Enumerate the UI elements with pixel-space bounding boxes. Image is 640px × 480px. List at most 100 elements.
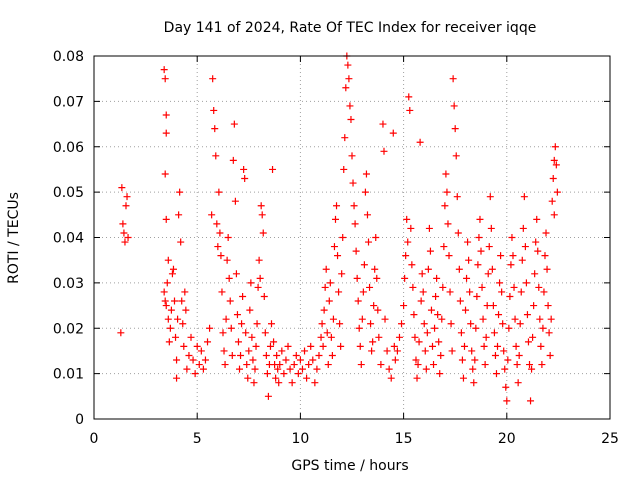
- data-point: [411, 333, 419, 341]
- data-point: [166, 324, 174, 332]
- data-point: [357, 361, 365, 369]
- data-point: [540, 288, 548, 296]
- data-point: [502, 383, 510, 391]
- data-point: [467, 320, 475, 328]
- data-point: [508, 234, 516, 241]
- data-point: [329, 315, 337, 323]
- data-point: [221, 361, 229, 369]
- data-point: [276, 361, 284, 369]
- data-point: [120, 229, 128, 237]
- data-point: [301, 347, 309, 355]
- data-point: [237, 351, 245, 359]
- data-point: [178, 297, 186, 305]
- data-point: [356, 342, 364, 350]
- data-point: [315, 351, 323, 359]
- data-point: [229, 156, 237, 164]
- chart-title: Day 141 of 2024, Rate Of TEC Index for r…: [164, 20, 537, 36]
- data-point: [355, 324, 363, 332]
- data-point: [542, 229, 550, 237]
- data-point: [239, 292, 247, 300]
- data-point: [341, 134, 349, 142]
- data-point: [433, 274, 441, 282]
- data-point: [462, 306, 470, 314]
- data-point: [318, 320, 326, 328]
- y-tick-label: 0.08: [53, 49, 84, 65]
- data-point: [349, 179, 357, 187]
- data-point: [161, 170, 169, 178]
- data-point: [478, 283, 486, 291]
- data-point: [485, 243, 493, 251]
- data-point: [481, 361, 489, 369]
- data-point: [370, 302, 378, 310]
- data-point: [163, 279, 171, 287]
- data-point: [121, 238, 129, 246]
- data-point: [504, 356, 512, 364]
- data-point: [514, 379, 522, 387]
- y-tick-label: 0.04: [53, 231, 84, 247]
- data-point: [238, 320, 246, 328]
- data-point: [401, 274, 409, 282]
- data-point: [526, 361, 534, 369]
- data-point: [168, 270, 176, 278]
- data-point: [353, 274, 361, 282]
- data-point: [208, 211, 216, 219]
- data-points: [117, 52, 561, 405]
- data-point: [365, 238, 373, 246]
- data-point: [240, 165, 248, 173]
- data-point: [330, 243, 338, 251]
- data-point: [453, 193, 461, 201]
- data-point: [509, 252, 517, 260]
- data-point: [419, 288, 427, 296]
- data-point: [177, 238, 185, 246]
- data-point: [272, 374, 280, 382]
- data-point: [263, 370, 271, 378]
- data-point: [417, 297, 425, 305]
- data-point: [347, 116, 355, 124]
- data-point: [220, 347, 228, 355]
- data-point: [547, 315, 555, 323]
- data-point: [372, 234, 380, 241]
- data-point: [474, 261, 482, 269]
- data-point: [516, 320, 524, 328]
- data-point: [258, 211, 266, 219]
- data-point: [510, 283, 518, 291]
- data-point: [241, 175, 249, 183]
- data-point: [458, 356, 466, 364]
- data-point: [232, 270, 240, 278]
- data-point: [464, 238, 472, 246]
- data-point: [162, 111, 170, 119]
- data-point: [367, 320, 375, 328]
- data-point: [326, 279, 334, 287]
- data-point: [307, 342, 315, 350]
- data-point: [537, 342, 545, 350]
- data-point: [182, 306, 190, 314]
- data-point: [487, 224, 495, 232]
- data-point: [266, 342, 274, 350]
- data-point: [470, 379, 478, 387]
- data-point: [223, 256, 231, 264]
- data-point: [395, 333, 403, 341]
- data-point: [359, 288, 367, 296]
- data-point: [524, 338, 532, 346]
- data-point: [362, 170, 370, 178]
- data-point: [294, 370, 302, 378]
- data-point: [503, 397, 511, 405]
- data-point: [348, 152, 356, 160]
- data-point: [489, 302, 497, 310]
- data-point: [553, 188, 561, 196]
- data-point: [405, 93, 413, 101]
- data-point: [377, 361, 385, 369]
- data-point: [261, 329, 269, 337]
- data-point: [520, 193, 528, 201]
- data-point: [305, 361, 313, 369]
- data-point: [226, 297, 234, 305]
- data-point: [369, 338, 377, 346]
- data-point: [483, 302, 491, 310]
- data-point: [482, 333, 490, 341]
- data-point: [211, 125, 219, 133]
- data-point: [501, 365, 509, 373]
- data-point: [176, 188, 184, 196]
- data-point: [426, 247, 434, 255]
- data-point: [447, 320, 455, 328]
- data-point: [486, 193, 494, 201]
